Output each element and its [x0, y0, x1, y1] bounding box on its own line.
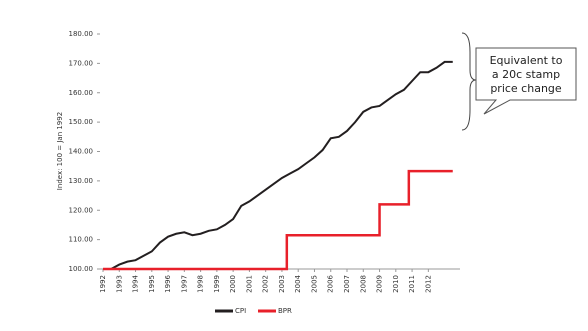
annotation: a 20c stamp — [492, 68, 560, 81]
y-axis-label: Index: 100 = Jan 1992 — [56, 112, 64, 190]
x-tick-label: 1992 — [99, 275, 107, 293]
callout-box — [475, 47, 577, 115]
x-tick-label: 1999 — [213, 275, 221, 293]
x-tick-label: 2004 — [294, 274, 302, 292]
x-tick-label: 2000 — [229, 275, 237, 293]
x-tick-label: 1994 — [132, 274, 140, 292]
x-tick-label: 1998 — [197, 275, 205, 293]
annotation: price change — [490, 82, 562, 95]
y-tick-label: 170.00 — [69, 59, 94, 67]
x-tick-label: 2002 — [262, 275, 270, 293]
y-tick-label: 150.00 — [69, 118, 94, 126]
x-tick-label: 2012 — [424, 275, 432, 293]
y-tick-label: 100.00 — [69, 265, 94, 273]
y-tick-label: 140.00 — [69, 148, 94, 156]
x-tick-label: 2005 — [310, 275, 318, 293]
line — [103, 169, 453, 271]
line — [103, 60, 453, 270]
x-tick-label: 2010 — [392, 275, 400, 293]
y-tick-label: 160.00 — [69, 89, 94, 97]
legend-label: BPR — [278, 307, 292, 315]
x-tick-label: 2011 — [408, 275, 416, 293]
y-tick-label: 180.00 — [69, 30, 94, 38]
x-tick-label: 2007 — [343, 275, 351, 293]
x-tick-label: 2001 — [245, 275, 253, 293]
y-tick-label: 130.00 — [69, 177, 94, 185]
y-tick-label: 120.00 — [69, 206, 94, 214]
x-tick-label: 1995 — [148, 275, 156, 293]
x-tick-label: 1996 — [164, 274, 172, 292]
x-tick-label: 2003 — [278, 275, 286, 293]
x-tick-label: 2008 — [359, 275, 367, 293]
brace — [461, 32, 477, 131]
x-tick-label: 1993 — [115, 275, 123, 293]
y-tick-label: 110.00 — [69, 236, 94, 244]
x-tick-label: 2006 — [327, 274, 335, 292]
annotation: Equivalent to — [490, 54, 563, 67]
x-tick-label: 1997 — [180, 275, 188, 293]
legend-label: CPI — [235, 307, 246, 315]
x-tick-label: 2009 — [376, 275, 384, 293]
